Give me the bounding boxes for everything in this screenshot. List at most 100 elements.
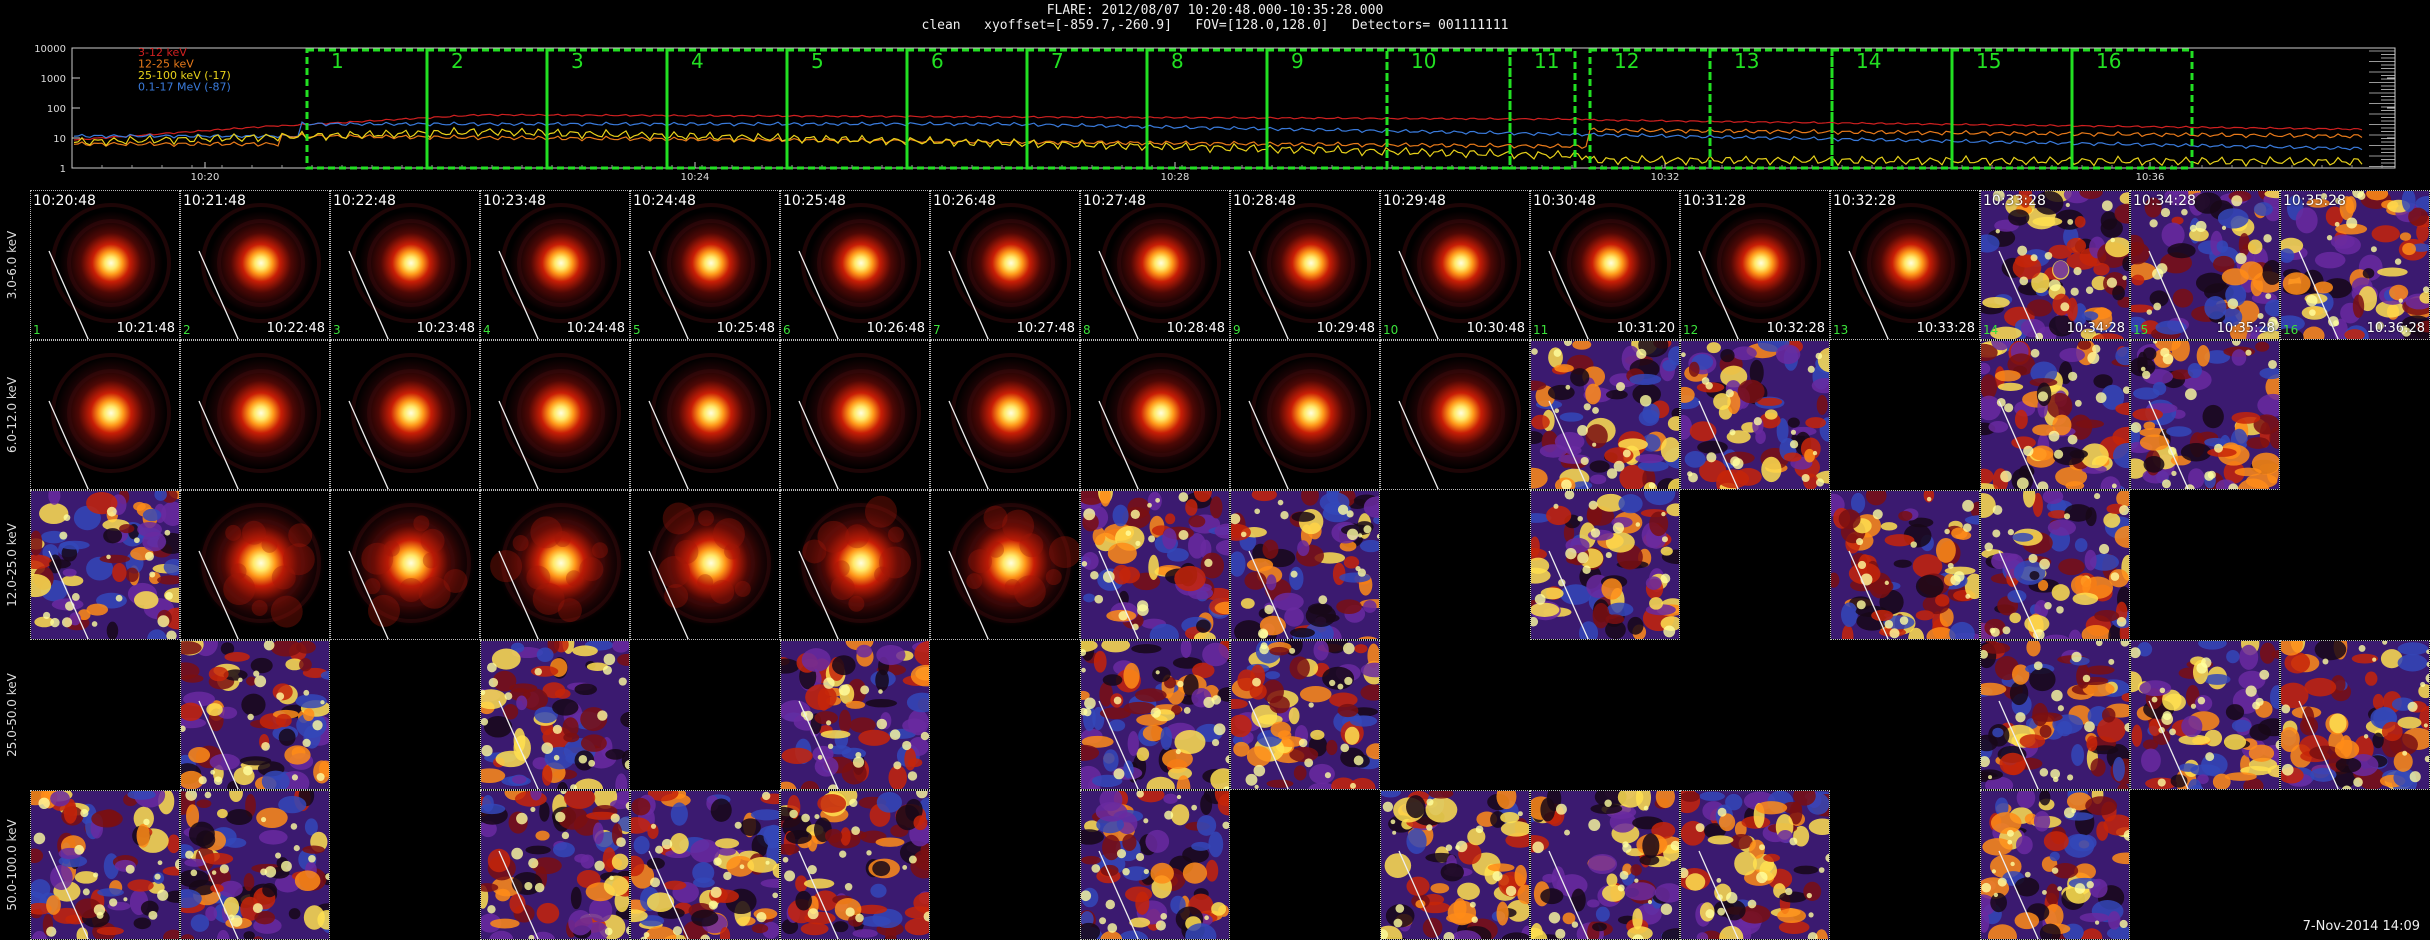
energy-band-text: 12.0-25.0 keV [5, 523, 19, 607]
panel-start-time: 10:30:48 [1533, 193, 1596, 209]
image-panel-source: 10:28:48 10:29:48 9 [1230, 190, 1380, 340]
panel-interval-index: 16 [2283, 323, 2299, 337]
image-panel-noise [1230, 490, 1380, 640]
interval-box [1508, 48, 1577, 170]
image-panel-source: 10:22:48 10:23:48 3 [330, 190, 480, 340]
interval-label: 5 [811, 49, 824, 73]
image-panel-source [780, 340, 930, 490]
interval-box [305, 48, 429, 170]
interval-label: 3 [571, 49, 584, 73]
image-panel-source [180, 340, 330, 490]
interval-label: 15 [1976, 49, 2001, 73]
panel-end-time: 10:32:28 [1766, 321, 1825, 336]
panel-start-time: 10:22:48 [333, 193, 396, 209]
image-panel-source: 10:24:48 10:25:48 5 [630, 190, 780, 340]
interval-label: 2 [451, 49, 464, 73]
energy-band-label: 25.0-50.0 keV [4, 640, 20, 790]
legend-entry: 0.1-17 MeV (-87) [138, 81, 231, 94]
panel-start-time: 10:28:48 [1233, 193, 1296, 209]
panel-interval-index: 12 [1683, 323, 1699, 337]
panel-start-time: 10:26:48 [933, 193, 996, 209]
panel-start-time: 10:35:28 [2283, 193, 2346, 209]
series-line-12-25kev [73, 127, 2363, 149]
image-panel-source: 10:29:48 10:30:48 10 [1380, 190, 1530, 340]
image-panel-noise [480, 790, 630, 940]
lightcurve-plot: 10000 1000 100 10 1 10:20 10:24 10:28 10:32 10:36… [0, 40, 2430, 190]
x-tick-label: 10:24 [681, 172, 710, 183]
image-panel-noise [1980, 790, 2130, 940]
panel-interval-index: 14 [1983, 323, 1999, 337]
panel-end-time: 10:30:48 [1466, 321, 1525, 336]
y-tick-label: 100 [47, 104, 66, 115]
series-line-0.1-17mev [73, 121, 2363, 151]
image-panel-noise [30, 490, 180, 640]
energy-band-label: 50.0-100.0 keV [4, 790, 20, 940]
image-panel-noise [1680, 340, 1830, 490]
interval-box [1950, 48, 2074, 170]
image-parameters: clean xyoffset=[-859.7,-260.9] FOV=[128.… [921, 18, 1509, 33]
energy-band-text: 3.0-6.0 keV [5, 230, 19, 300]
panel-interval-index: 11 [1533, 323, 1549, 337]
image-panel-noise: 10:34:28 10:35:28 15 [2130, 190, 2280, 340]
panel-end-time: 10:36:28 [2366, 321, 2425, 336]
image-panel-noise: 10:35:28 10:36:28 16 [2280, 190, 2430, 340]
image-panel-source: 10:31:28 10:32:28 12 [1680, 190, 1830, 340]
panel-end-time: 10:35:28 [2216, 321, 2275, 336]
image-panel-noise [1980, 340, 2130, 490]
series-line-25-100kev [73, 126, 2363, 168]
energy-band-label: 6.0-12.0 keV [4, 340, 20, 490]
energy-band-text: 50.0-100.0 keV [5, 819, 19, 911]
interval-label: 7 [1051, 49, 1064, 73]
interval-box [2070, 48, 2194, 170]
panel-interval-index: 3 [333, 323, 341, 337]
y-tick-label: 1 [60, 164, 66, 175]
interval-box [545, 48, 669, 170]
interval-label: 9 [1291, 49, 1304, 73]
panel-end-time: 10:27:48 [1016, 321, 1075, 336]
interval-box [665, 48, 789, 170]
image-panel-noise [1680, 790, 1830, 940]
image-panel-source [780, 490, 930, 640]
x-tick-label: 10:28 [1161, 172, 1190, 183]
image-panel-noise: 10:33:28 10:34:28 14 [1980, 190, 2130, 340]
panel-interval-index: 4 [483, 323, 491, 337]
panel-end-time: 10:31:20 [1616, 321, 1675, 336]
interval-label: 10 [1411, 49, 1436, 73]
image-panel-source [480, 490, 630, 640]
panel-start-time: 10:32:28 [1833, 193, 1896, 209]
panel-interval-index: 10 [1383, 323, 1399, 337]
panel-end-time: 10:26:48 [866, 321, 925, 336]
interval-box [1708, 48, 1834, 170]
panel-interval-index: 6 [783, 323, 791, 337]
energy-band-text: 6.0-12.0 keV [5, 376, 19, 454]
image-panel-source [1080, 340, 1230, 490]
image-panel-source [180, 490, 330, 640]
panel-interval-index: 9 [1233, 323, 1241, 337]
image-panel-source: 10:26:48 10:27:48 7 [930, 190, 1080, 340]
image-panel-noise [1980, 490, 2130, 640]
image-panel-noise [1080, 490, 1230, 640]
legend-entry: 12-25 keV [138, 58, 194, 71]
interval-box [1830, 48, 1954, 170]
image-panel-noise [1980, 640, 2130, 790]
panel-end-time: 10:23:48 [416, 321, 475, 336]
energy-band-label: 12.0-25.0 keV [4, 490, 20, 640]
interval-label: 11 [1534, 49, 1559, 73]
energy-band-text: 25.0-50.0 keV [5, 673, 19, 757]
image-panel-source [330, 340, 480, 490]
image-panel-source [930, 490, 1080, 640]
image-panel-noise [180, 790, 330, 940]
y-tick-label: 1000 [41, 74, 66, 85]
interval-label: 12 [1614, 49, 1639, 73]
panel-start-time: 10:33:28 [1983, 193, 2046, 209]
image-panel-noise [2130, 340, 2280, 490]
energy-band-label: 3.0-6.0 keV [4, 190, 20, 340]
interval-label: 4 [691, 49, 704, 73]
panel-interval-index: 2 [183, 323, 191, 337]
interval-label: 16 [2096, 49, 2121, 73]
image-panel-noise [630, 790, 780, 940]
interval-box [1588, 48, 1712, 170]
image-panel-noise [480, 640, 630, 790]
panel-end-time: 10:22:48 [266, 321, 325, 336]
panel-start-time: 10:34:28 [2133, 193, 2196, 209]
